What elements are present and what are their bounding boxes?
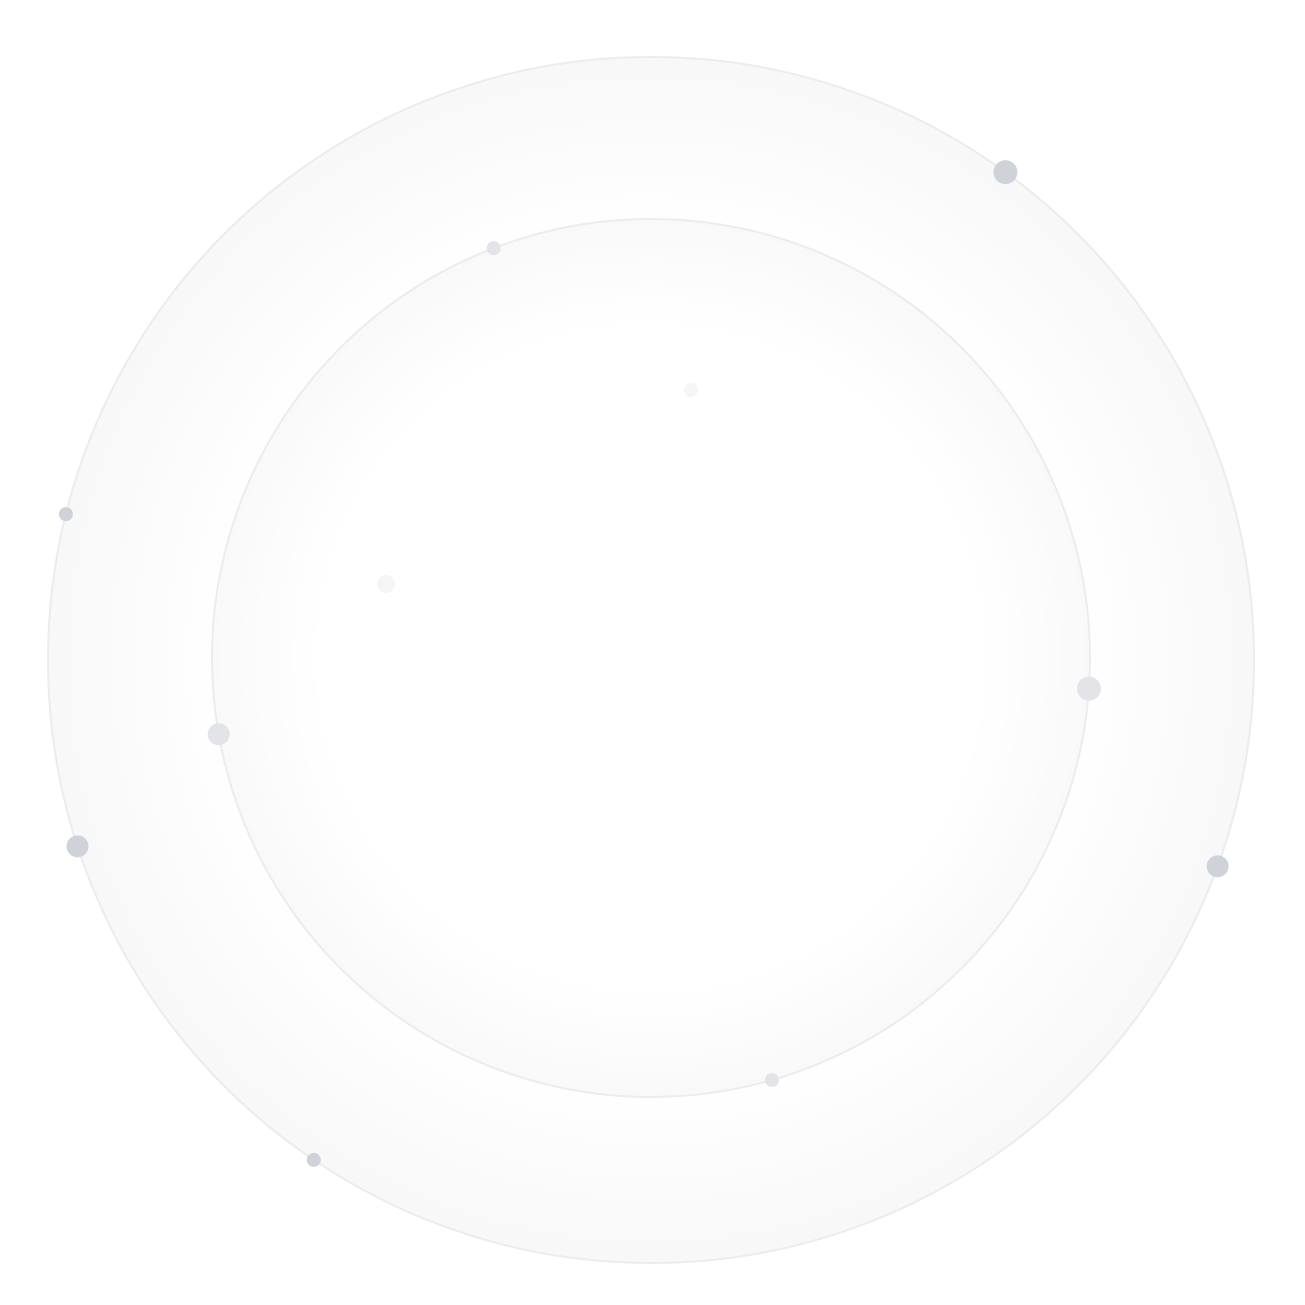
inner-orbit-dot <box>1076 676 1101 701</box>
inner-ring <box>211 218 1091 1098</box>
outer-orbit-dot <box>66 835 89 858</box>
inner-orbit-dot <box>486 241 501 256</box>
outer-orbit-dot <box>306 1152 321 1167</box>
faint-dot <box>684 383 698 397</box>
outer-orbit-dot <box>58 507 73 522</box>
outer-orbit-dot <box>1206 855 1229 878</box>
faint-dot <box>377 575 395 593</box>
inner-orbit-dot <box>765 1072 780 1087</box>
inner-orbit-dot <box>207 723 230 746</box>
outer-orbit-dot <box>993 160 1018 185</box>
